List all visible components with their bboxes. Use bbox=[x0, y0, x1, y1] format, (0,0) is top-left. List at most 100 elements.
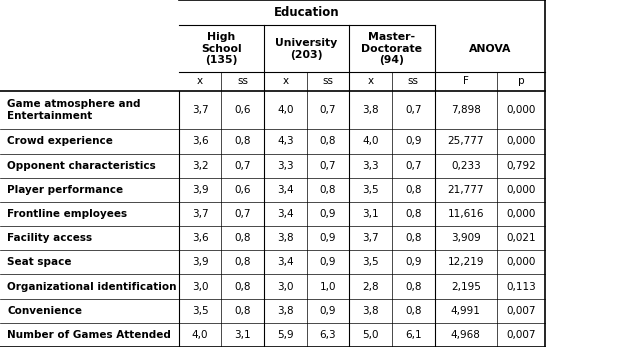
Text: 3,7: 3,7 bbox=[362, 233, 379, 243]
Text: F: F bbox=[463, 76, 469, 86]
Text: ANOVA: ANOVA bbox=[469, 44, 511, 54]
Text: 3,7: 3,7 bbox=[192, 105, 208, 115]
Text: ss: ss bbox=[408, 76, 419, 86]
Text: 3,6: 3,6 bbox=[192, 233, 208, 243]
Text: 3,7: 3,7 bbox=[192, 209, 208, 219]
Text: 4,968: 4,968 bbox=[451, 330, 481, 340]
Text: 0,6: 0,6 bbox=[234, 185, 251, 195]
Text: 3,3: 3,3 bbox=[277, 161, 293, 171]
Text: 0,7: 0,7 bbox=[234, 161, 251, 171]
Text: 21,777: 21,777 bbox=[448, 185, 484, 195]
Text: 0,792: 0,792 bbox=[507, 161, 536, 171]
Text: 0,113: 0,113 bbox=[507, 281, 536, 291]
Text: 0,8: 0,8 bbox=[405, 233, 421, 243]
Text: Master-
Doctorate
(94): Master- Doctorate (94) bbox=[361, 32, 423, 65]
Text: 0,7: 0,7 bbox=[320, 161, 336, 171]
Text: High
School
(135): High School (135) bbox=[201, 32, 241, 65]
Text: 3,3: 3,3 bbox=[362, 161, 379, 171]
Text: 0,7: 0,7 bbox=[405, 161, 421, 171]
Text: Player performance: Player performance bbox=[7, 185, 124, 195]
Text: 3,8: 3,8 bbox=[362, 105, 379, 115]
Text: 0,9: 0,9 bbox=[405, 136, 421, 146]
Text: 3,0: 3,0 bbox=[277, 281, 293, 291]
Text: 4,0: 4,0 bbox=[362, 136, 379, 146]
Text: 0,8: 0,8 bbox=[234, 257, 251, 267]
Text: Number of Games Attended: Number of Games Attended bbox=[7, 330, 171, 340]
Text: Game atmosphere and
Entertainment: Game atmosphere and Entertainment bbox=[7, 99, 140, 121]
Text: Crowd experience: Crowd experience bbox=[7, 136, 113, 146]
Text: 0,000: 0,000 bbox=[507, 105, 536, 115]
Text: 0,8: 0,8 bbox=[234, 136, 251, 146]
Text: Education: Education bbox=[274, 6, 339, 19]
Text: 3,5: 3,5 bbox=[362, 185, 379, 195]
Text: 0,8: 0,8 bbox=[405, 306, 421, 316]
Text: 0,9: 0,9 bbox=[320, 209, 336, 219]
Text: 3,4: 3,4 bbox=[277, 257, 293, 267]
Text: Organizational identification: Organizational identification bbox=[7, 281, 177, 291]
Text: 3,1: 3,1 bbox=[234, 330, 251, 340]
Text: 0,007: 0,007 bbox=[507, 306, 536, 316]
Text: 0,7: 0,7 bbox=[320, 105, 336, 115]
Text: 0,007: 0,007 bbox=[507, 330, 536, 340]
Text: 0,9: 0,9 bbox=[405, 257, 421, 267]
Text: 3,8: 3,8 bbox=[277, 233, 293, 243]
Text: 0,8: 0,8 bbox=[320, 185, 336, 195]
Text: 6,3: 6,3 bbox=[320, 330, 336, 340]
Text: 4,991: 4,991 bbox=[451, 306, 481, 316]
Text: 2,195: 2,195 bbox=[451, 281, 481, 291]
Text: 25,777: 25,777 bbox=[448, 136, 484, 146]
Text: Facility access: Facility access bbox=[7, 233, 92, 243]
Text: 0,7: 0,7 bbox=[234, 209, 251, 219]
Text: 0,9: 0,9 bbox=[320, 257, 336, 267]
Text: 3,5: 3,5 bbox=[192, 306, 208, 316]
Text: 5,9: 5,9 bbox=[277, 330, 293, 340]
Text: ss: ss bbox=[237, 76, 248, 86]
Text: 3,8: 3,8 bbox=[362, 306, 379, 316]
Text: x: x bbox=[367, 76, 374, 86]
Text: 0,233: 0,233 bbox=[451, 161, 481, 171]
Text: 0,8: 0,8 bbox=[405, 185, 421, 195]
Text: 3,1: 3,1 bbox=[362, 209, 379, 219]
Text: 0,8: 0,8 bbox=[234, 281, 251, 291]
Text: ss: ss bbox=[322, 76, 334, 86]
Text: University
(203): University (203) bbox=[275, 38, 338, 59]
Text: 3,5: 3,5 bbox=[362, 257, 379, 267]
Text: 3,9: 3,9 bbox=[192, 257, 208, 267]
Text: 4,3: 4,3 bbox=[277, 136, 293, 146]
Text: 0,000: 0,000 bbox=[507, 257, 536, 267]
Text: 0,000: 0,000 bbox=[507, 209, 536, 219]
Text: 0,000: 0,000 bbox=[507, 185, 536, 195]
Text: 11,616: 11,616 bbox=[448, 209, 484, 219]
Text: Frontline employees: Frontline employees bbox=[7, 209, 127, 219]
Text: Opponent characteristics: Opponent characteristics bbox=[7, 161, 156, 171]
Text: 7,898: 7,898 bbox=[451, 105, 481, 115]
Text: x: x bbox=[197, 76, 203, 86]
Text: x: x bbox=[282, 76, 288, 86]
Text: 0,8: 0,8 bbox=[320, 136, 336, 146]
Text: 0,8: 0,8 bbox=[234, 233, 251, 243]
Text: 0,8: 0,8 bbox=[405, 209, 421, 219]
Text: 12,219: 12,219 bbox=[448, 257, 484, 267]
Text: 0,021: 0,021 bbox=[507, 233, 536, 243]
Text: 0,8: 0,8 bbox=[234, 306, 251, 316]
Text: 4,0: 4,0 bbox=[192, 330, 208, 340]
Text: 3,8: 3,8 bbox=[277, 306, 293, 316]
Text: 0,7: 0,7 bbox=[405, 105, 421, 115]
Text: 2,8: 2,8 bbox=[362, 281, 379, 291]
Text: 3,6: 3,6 bbox=[192, 136, 208, 146]
Text: 5,0: 5,0 bbox=[362, 330, 379, 340]
Text: 0,8: 0,8 bbox=[405, 281, 421, 291]
Text: 1,0: 1,0 bbox=[320, 281, 336, 291]
Text: 3,2: 3,2 bbox=[192, 161, 208, 171]
Text: 6,1: 6,1 bbox=[405, 330, 421, 340]
Text: 0,000: 0,000 bbox=[507, 136, 536, 146]
Text: 0,9: 0,9 bbox=[320, 233, 336, 243]
Text: Convenience: Convenience bbox=[7, 306, 82, 316]
Text: 3,9: 3,9 bbox=[192, 185, 208, 195]
Text: 3,4: 3,4 bbox=[277, 209, 293, 219]
Text: 3,4: 3,4 bbox=[277, 185, 293, 195]
Text: 0,6: 0,6 bbox=[234, 105, 251, 115]
Text: 4,0: 4,0 bbox=[277, 105, 293, 115]
Text: 0,9: 0,9 bbox=[320, 306, 336, 316]
Text: 3,0: 3,0 bbox=[192, 281, 208, 291]
